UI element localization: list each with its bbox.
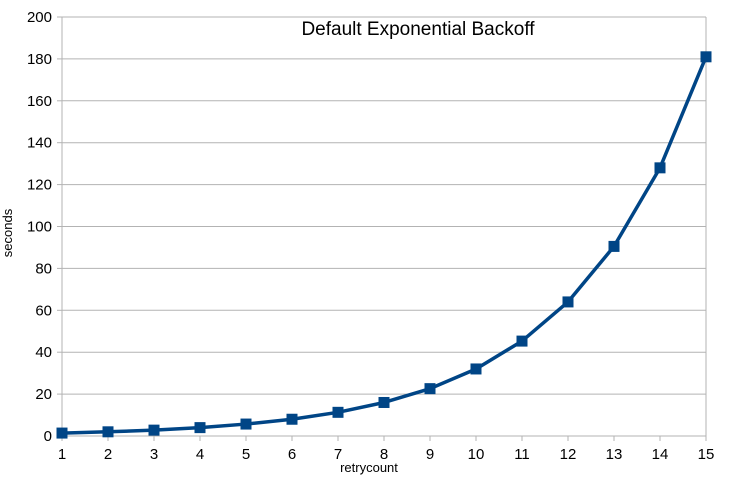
y-tick-label: 180 [27, 51, 52, 68]
data-point [240, 418, 252, 430]
x-tick-label: 3 [150, 446, 158, 463]
y-tick-labels: 0 20 40 60 80 100 120 140 160 180 200 [27, 9, 52, 445]
chart-title: Default Exponential Backoff [301, 19, 535, 40]
y-axis-label: seconds [0, 208, 15, 257]
y-tick-label: 120 [27, 177, 52, 194]
data-point [608, 240, 620, 252]
x-tick-label: 15 [698, 446, 715, 463]
grid-lines [62, 16, 706, 395]
y-tick-label: 40 [35, 344, 52, 361]
data-point [516, 335, 528, 347]
x-tick-label: 9 [426, 446, 434, 463]
data-point [700, 51, 712, 63]
data-point [194, 422, 206, 434]
x-tick-label: 2 [104, 446, 112, 463]
data-point [102, 426, 114, 438]
x-tick-label: 4 [196, 446, 204, 463]
axes [57, 16, 707, 441]
x-tick-label: 8 [380, 446, 388, 463]
y-tick-label: 140 [27, 135, 52, 152]
data-point [148, 424, 160, 436]
x-tick-label: 12 [560, 446, 577, 463]
x-tick-labels: 1 2 3 4 5 6 7 8 9 10 11 12 13 14 15 [58, 446, 715, 463]
y-tick-label: 200 [27, 9, 52, 26]
x-tick-label: 6 [288, 446, 296, 463]
y-tick-label: 20 [35, 386, 52, 403]
x-tick-label: 11 [514, 446, 530, 463]
data-point [378, 396, 390, 408]
x-tick-label: 7 [334, 446, 342, 463]
data-point [470, 363, 482, 375]
x-tick-label: 13 [606, 446, 623, 463]
x-tick-label: 5 [242, 446, 250, 463]
data-point [332, 406, 344, 418]
x-tick-label: 1 [58, 446, 66, 463]
y-tick-label: 0 [44, 428, 52, 445]
data-point [424, 383, 436, 395]
y-tick-label: 80 [35, 260, 52, 277]
data-point [562, 296, 574, 308]
data-point [286, 413, 298, 425]
x-axis-label: retrycount [340, 460, 398, 475]
series-layer [56, 51, 712, 439]
data-point [56, 427, 68, 439]
x-tick-label: 14 [652, 446, 669, 463]
y-tick-label: 60 [35, 302, 52, 319]
data-point [654, 162, 666, 174]
y-tick-label: 100 [27, 219, 52, 236]
x-tick-label: 10 [468, 446, 485, 463]
y-tick-label: 160 [27, 93, 52, 110]
